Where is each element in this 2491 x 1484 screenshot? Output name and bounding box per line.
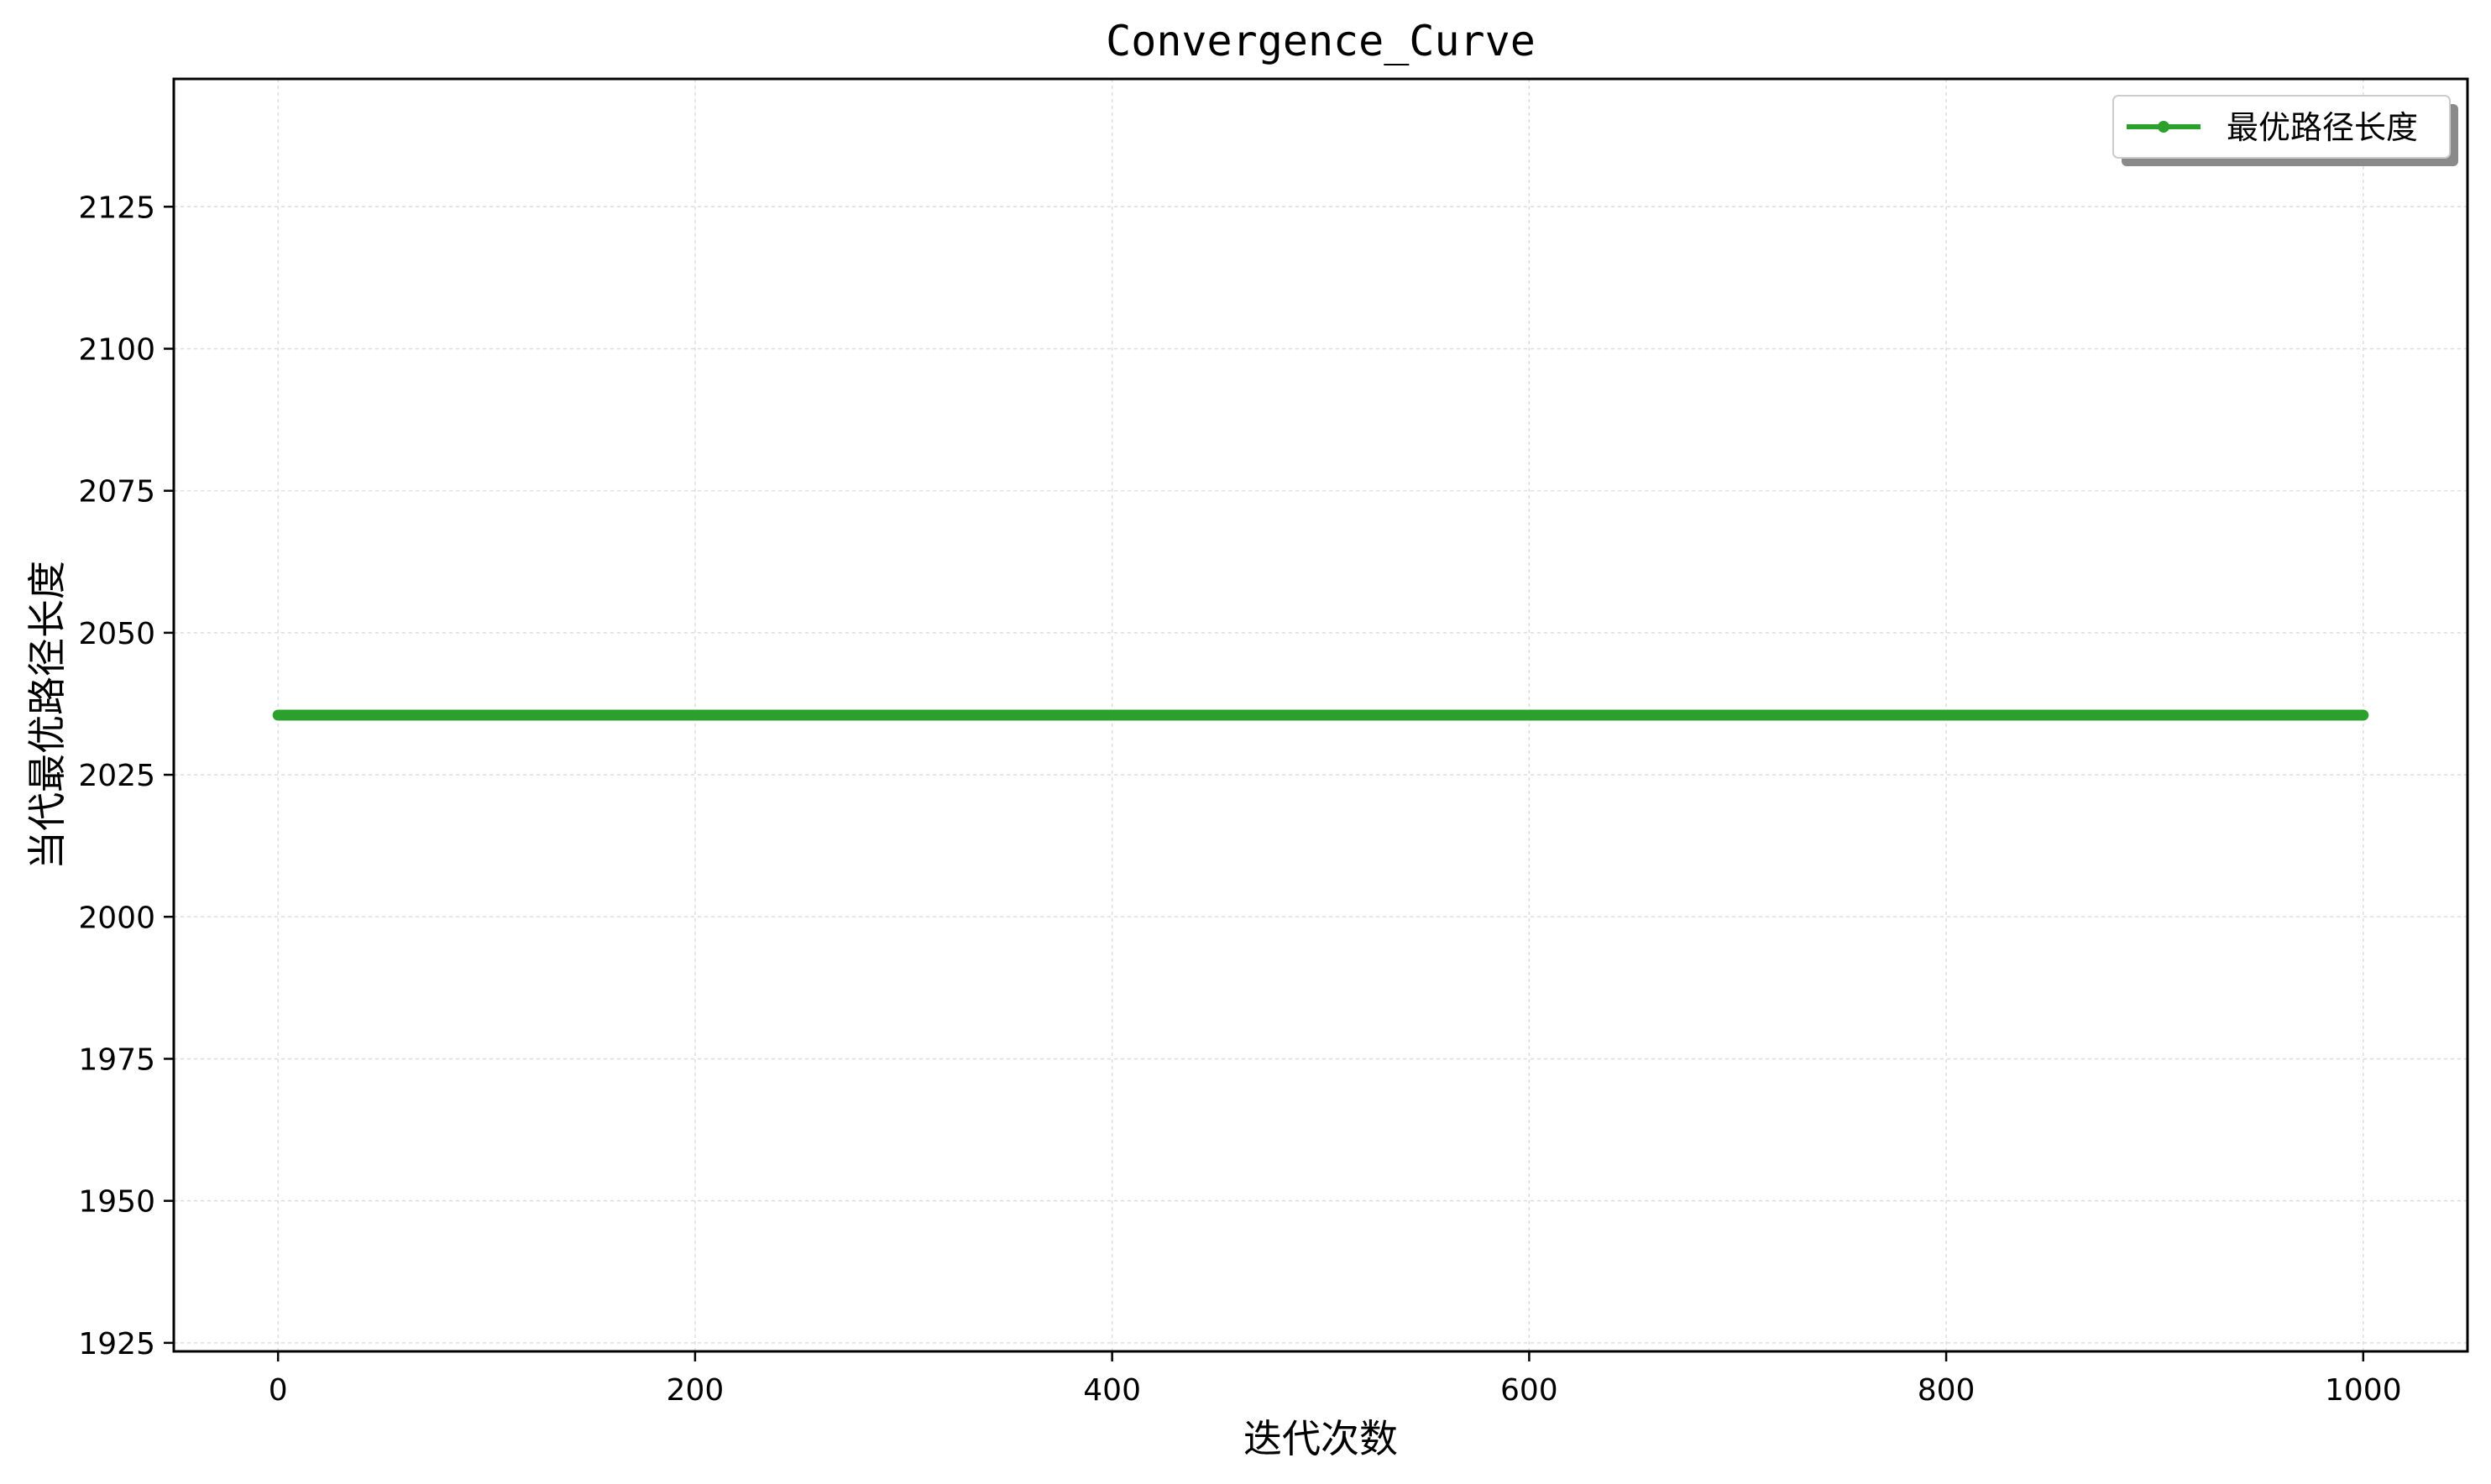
x-tick-label: 1000 bbox=[2325, 1373, 2402, 1408]
y-tick-label: 1950 bbox=[78, 1185, 155, 1220]
legend-label: 最优路径长度 bbox=[2227, 109, 2418, 146]
y-tick-label: 2050 bbox=[78, 617, 155, 651]
y-tick-label: 2100 bbox=[78, 332, 155, 367]
chart-title: Convergence_Curve bbox=[1106, 17, 1536, 65]
y-tick-label: 2125 bbox=[78, 191, 155, 225]
x-tick-label: 800 bbox=[1918, 1373, 1976, 1408]
y-axis: 1925 1950 1975 2000 2025 2050 2075 2100 2125 bbox=[78, 191, 174, 1361]
x-axis-title: 迭代次数 bbox=[1243, 1416, 1398, 1461]
legend: 最优路径长度 bbox=[2112, 95, 2458, 166]
plot-area-frame bbox=[172, 77, 2469, 1353]
y-tick-label: 2000 bbox=[78, 901, 155, 935]
x-tick-label: 600 bbox=[1500, 1373, 1558, 1408]
y-tick-label: 1975 bbox=[78, 1042, 155, 1077]
legend-marker bbox=[2158, 121, 2169, 133]
y-axis-title: 当代最优路径长度 bbox=[24, 561, 70, 870]
legend-box bbox=[2112, 95, 2451, 159]
y-tick-label: 2025 bbox=[78, 759, 155, 793]
y-tick-label: 2075 bbox=[78, 475, 155, 509]
x-tick-label: 200 bbox=[667, 1373, 725, 1408]
x-axis: 0 200 400 600 800 1000 bbox=[269, 1351, 2402, 1408]
x-tick-label: 400 bbox=[1083, 1373, 1141, 1408]
y-tick-label: 1925 bbox=[78, 1327, 155, 1361]
x-tick-label: 0 bbox=[269, 1373, 288, 1408]
